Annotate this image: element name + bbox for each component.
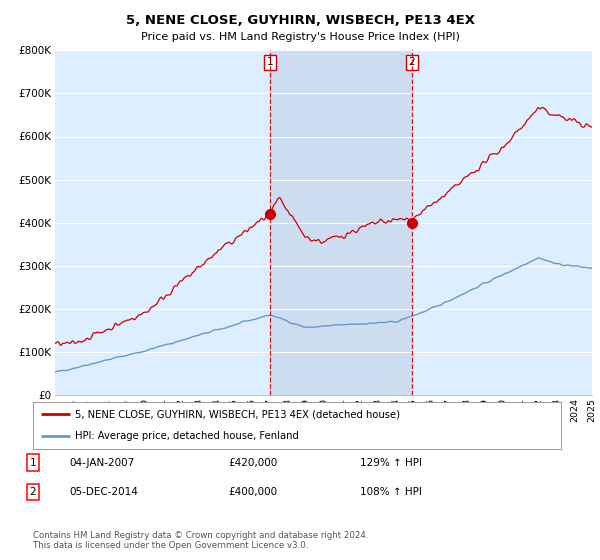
Text: 05-DEC-2014: 05-DEC-2014 — [69, 487, 138, 497]
Text: Price paid vs. HM Land Registry's House Price Index (HPI): Price paid vs. HM Land Registry's House … — [140, 32, 460, 42]
Text: 2: 2 — [409, 57, 415, 67]
Text: Contains HM Land Registry data © Crown copyright and database right 2024.
This d: Contains HM Land Registry data © Crown c… — [33, 530, 368, 550]
Bar — [271, 50, 412, 395]
Text: £400,000: £400,000 — [228, 487, 277, 497]
Text: £420,000: £420,000 — [228, 458, 277, 468]
Text: 04-JAN-2007: 04-JAN-2007 — [69, 458, 134, 468]
Text: 1: 1 — [29, 458, 37, 468]
Text: 108% ↑ HPI: 108% ↑ HPI — [360, 487, 422, 497]
Text: 129% ↑ HPI: 129% ↑ HPI — [360, 458, 422, 468]
Text: 5, NENE CLOSE, GUYHIRN, WISBECH, PE13 4EX (detached house): 5, NENE CLOSE, GUYHIRN, WISBECH, PE13 4E… — [75, 409, 400, 419]
Text: 5, NENE CLOSE, GUYHIRN, WISBECH, PE13 4EX: 5, NENE CLOSE, GUYHIRN, WISBECH, PE13 4E… — [125, 14, 475, 27]
Text: 1: 1 — [267, 57, 274, 67]
Text: 2: 2 — [29, 487, 37, 497]
Text: HPI: Average price, detached house, Fenland: HPI: Average price, detached house, Fenl… — [75, 431, 299, 441]
